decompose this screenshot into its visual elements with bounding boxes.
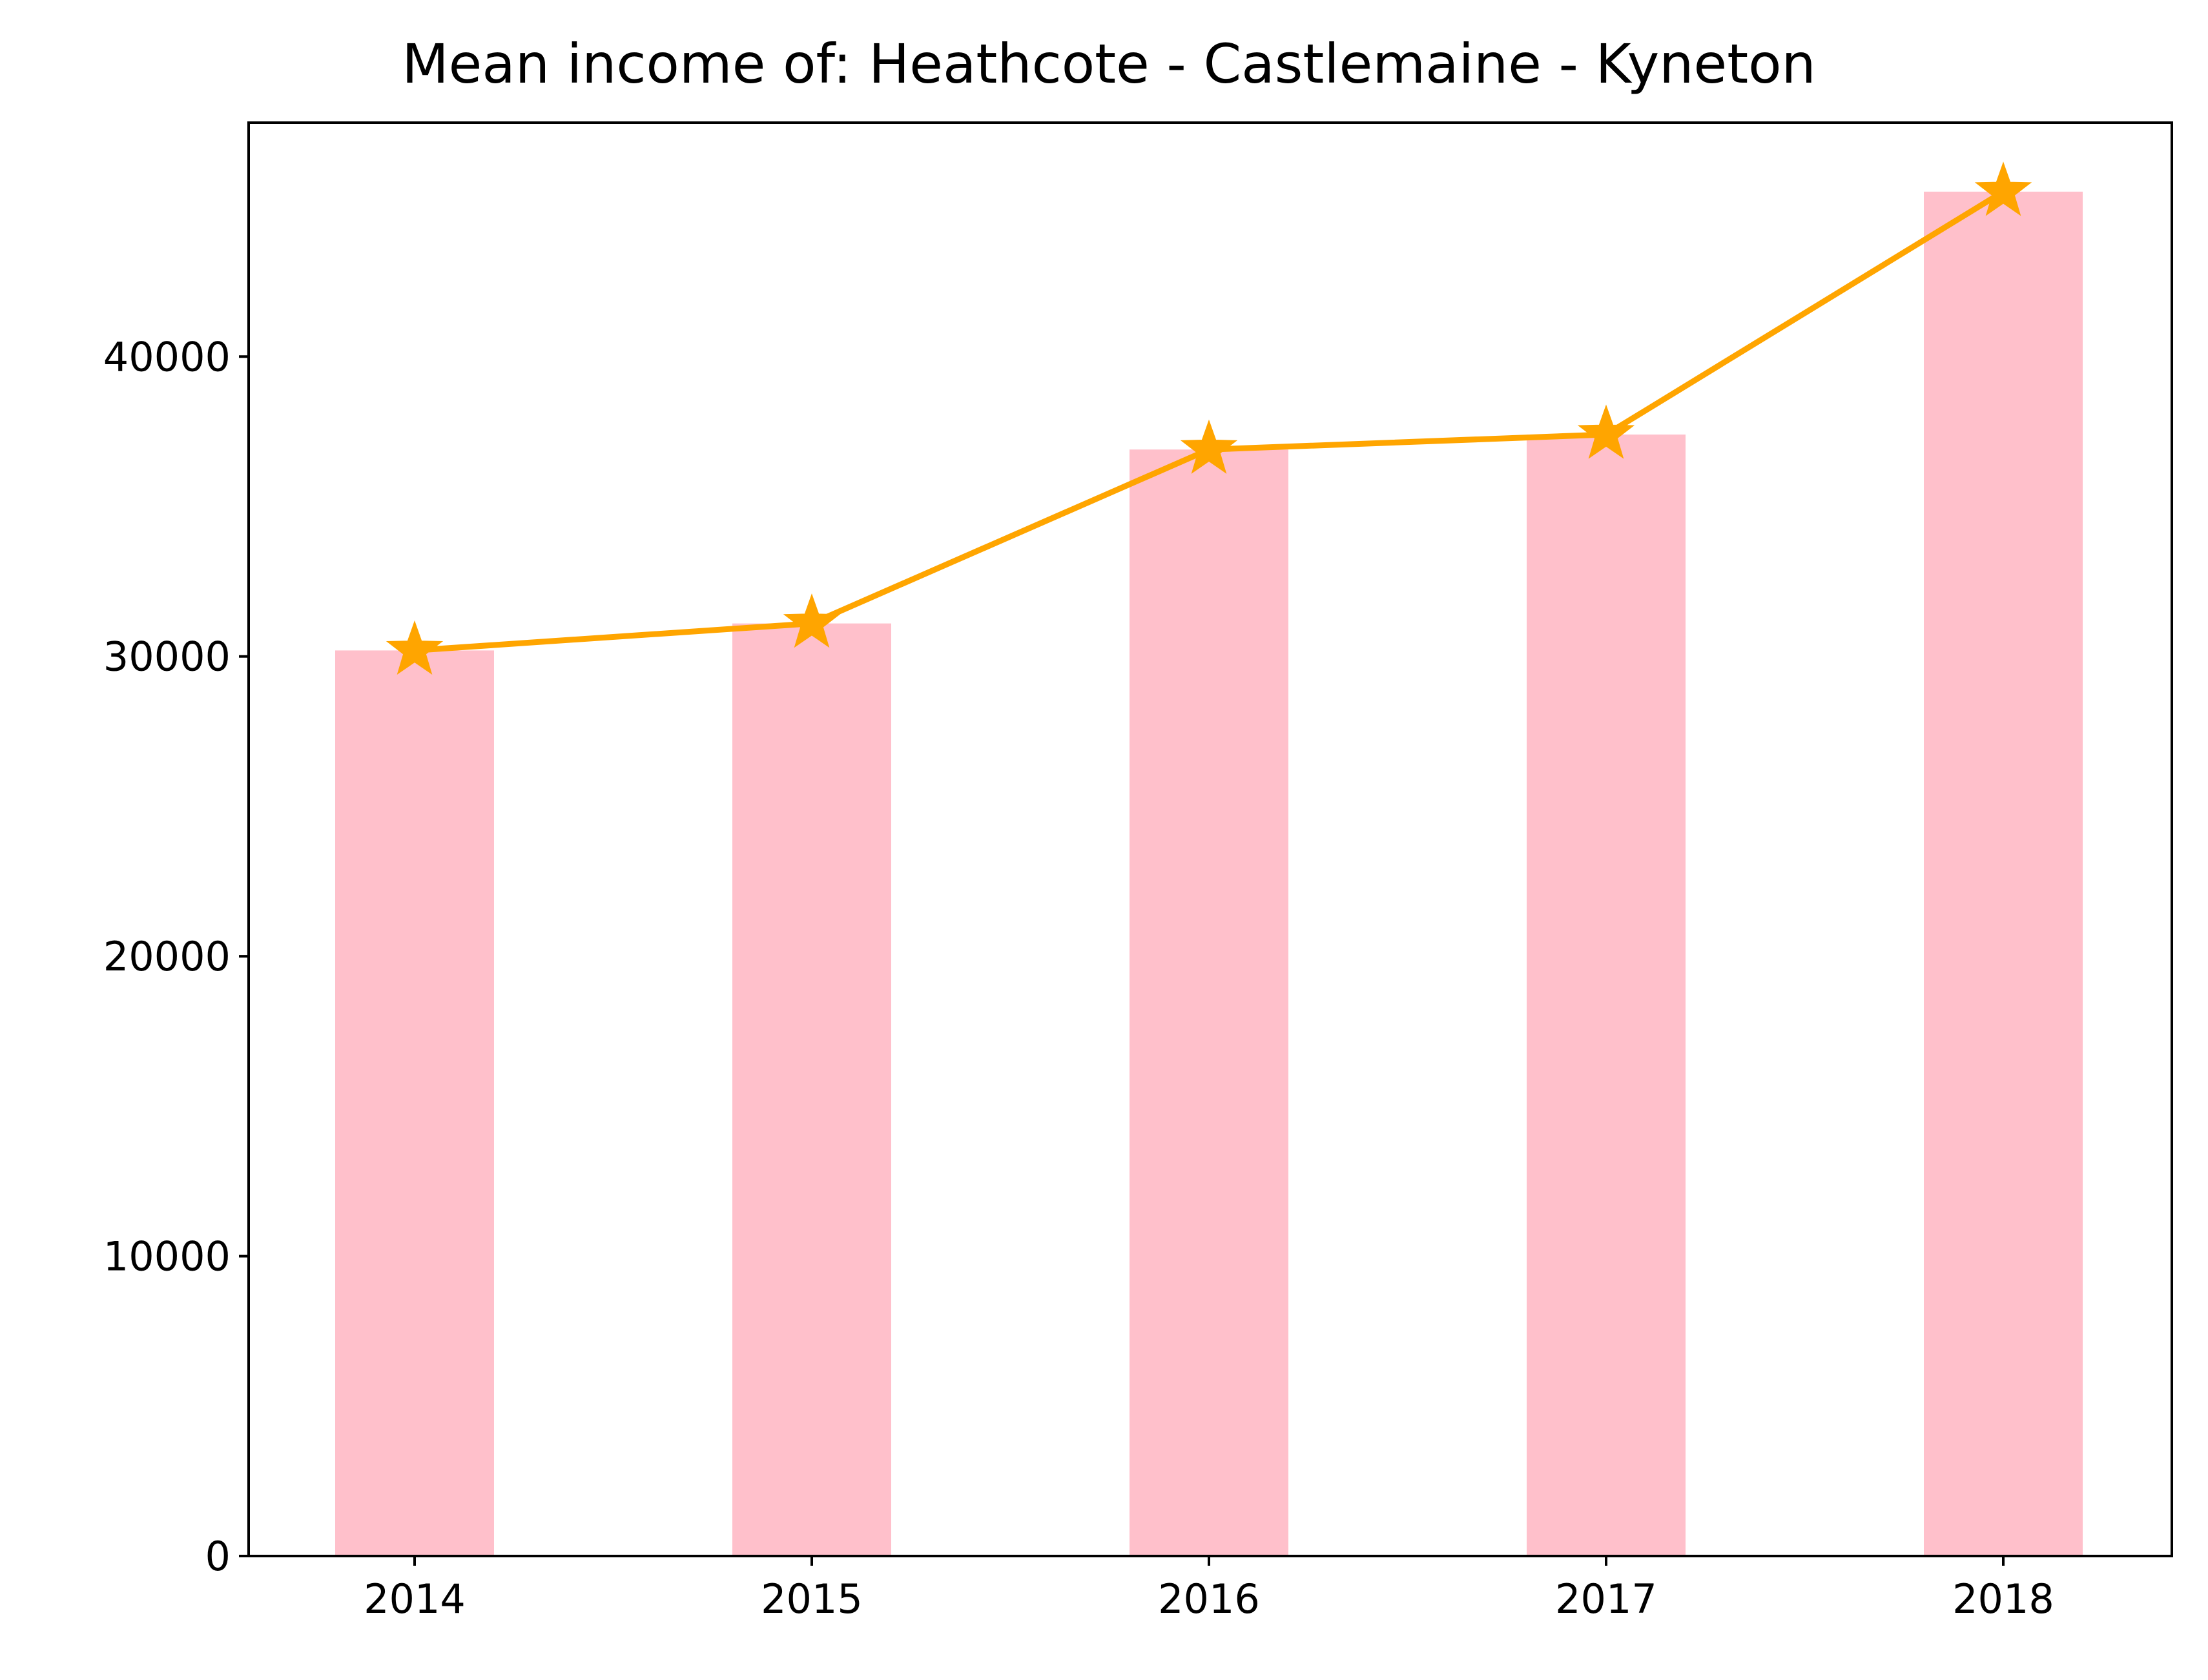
y-tick-label: 0 — [205, 1533, 231, 1580]
x-tick-label: 2016 — [1158, 1575, 1260, 1623]
star-marker-2017 — [1577, 404, 1635, 459]
x-tick-label: 2015 — [761, 1575, 863, 1623]
bar-2015 — [732, 623, 891, 1556]
bar-2018 — [1924, 191, 2083, 1556]
x-tick-label: 2014 — [364, 1575, 466, 1623]
star-marker-2015 — [783, 593, 841, 648]
y-axis: 0 10000 20000 30000 40000 — [103, 333, 249, 1580]
y-tick-label: 20000 — [103, 933, 231, 980]
bar-2014 — [335, 650, 494, 1556]
x-axis: 2014 2015 2016 2017 2018 — [364, 1556, 2054, 1623]
line-series — [386, 161, 2032, 675]
bar-2016 — [1130, 449, 1288, 1556]
plot-frame — [247, 121, 2173, 1557]
bar-series — [335, 191, 2083, 1556]
bar-2017 — [1527, 435, 1686, 1556]
y-tick-label: 30000 — [103, 633, 231, 681]
x-tick-label: 2017 — [1555, 1575, 1657, 1623]
star-marker-2018 — [1974, 161, 2032, 216]
chart-title: Mean income of: Heathcote - Castlemaine … — [402, 32, 1816, 96]
x-tick-label: 2018 — [1952, 1575, 2054, 1623]
y-tick-label: 40000 — [103, 333, 231, 380]
star-marker-2016 — [1180, 419, 1238, 474]
y-tick-label: 10000 — [103, 1233, 231, 1280]
star-marker-2014 — [386, 620, 444, 675]
